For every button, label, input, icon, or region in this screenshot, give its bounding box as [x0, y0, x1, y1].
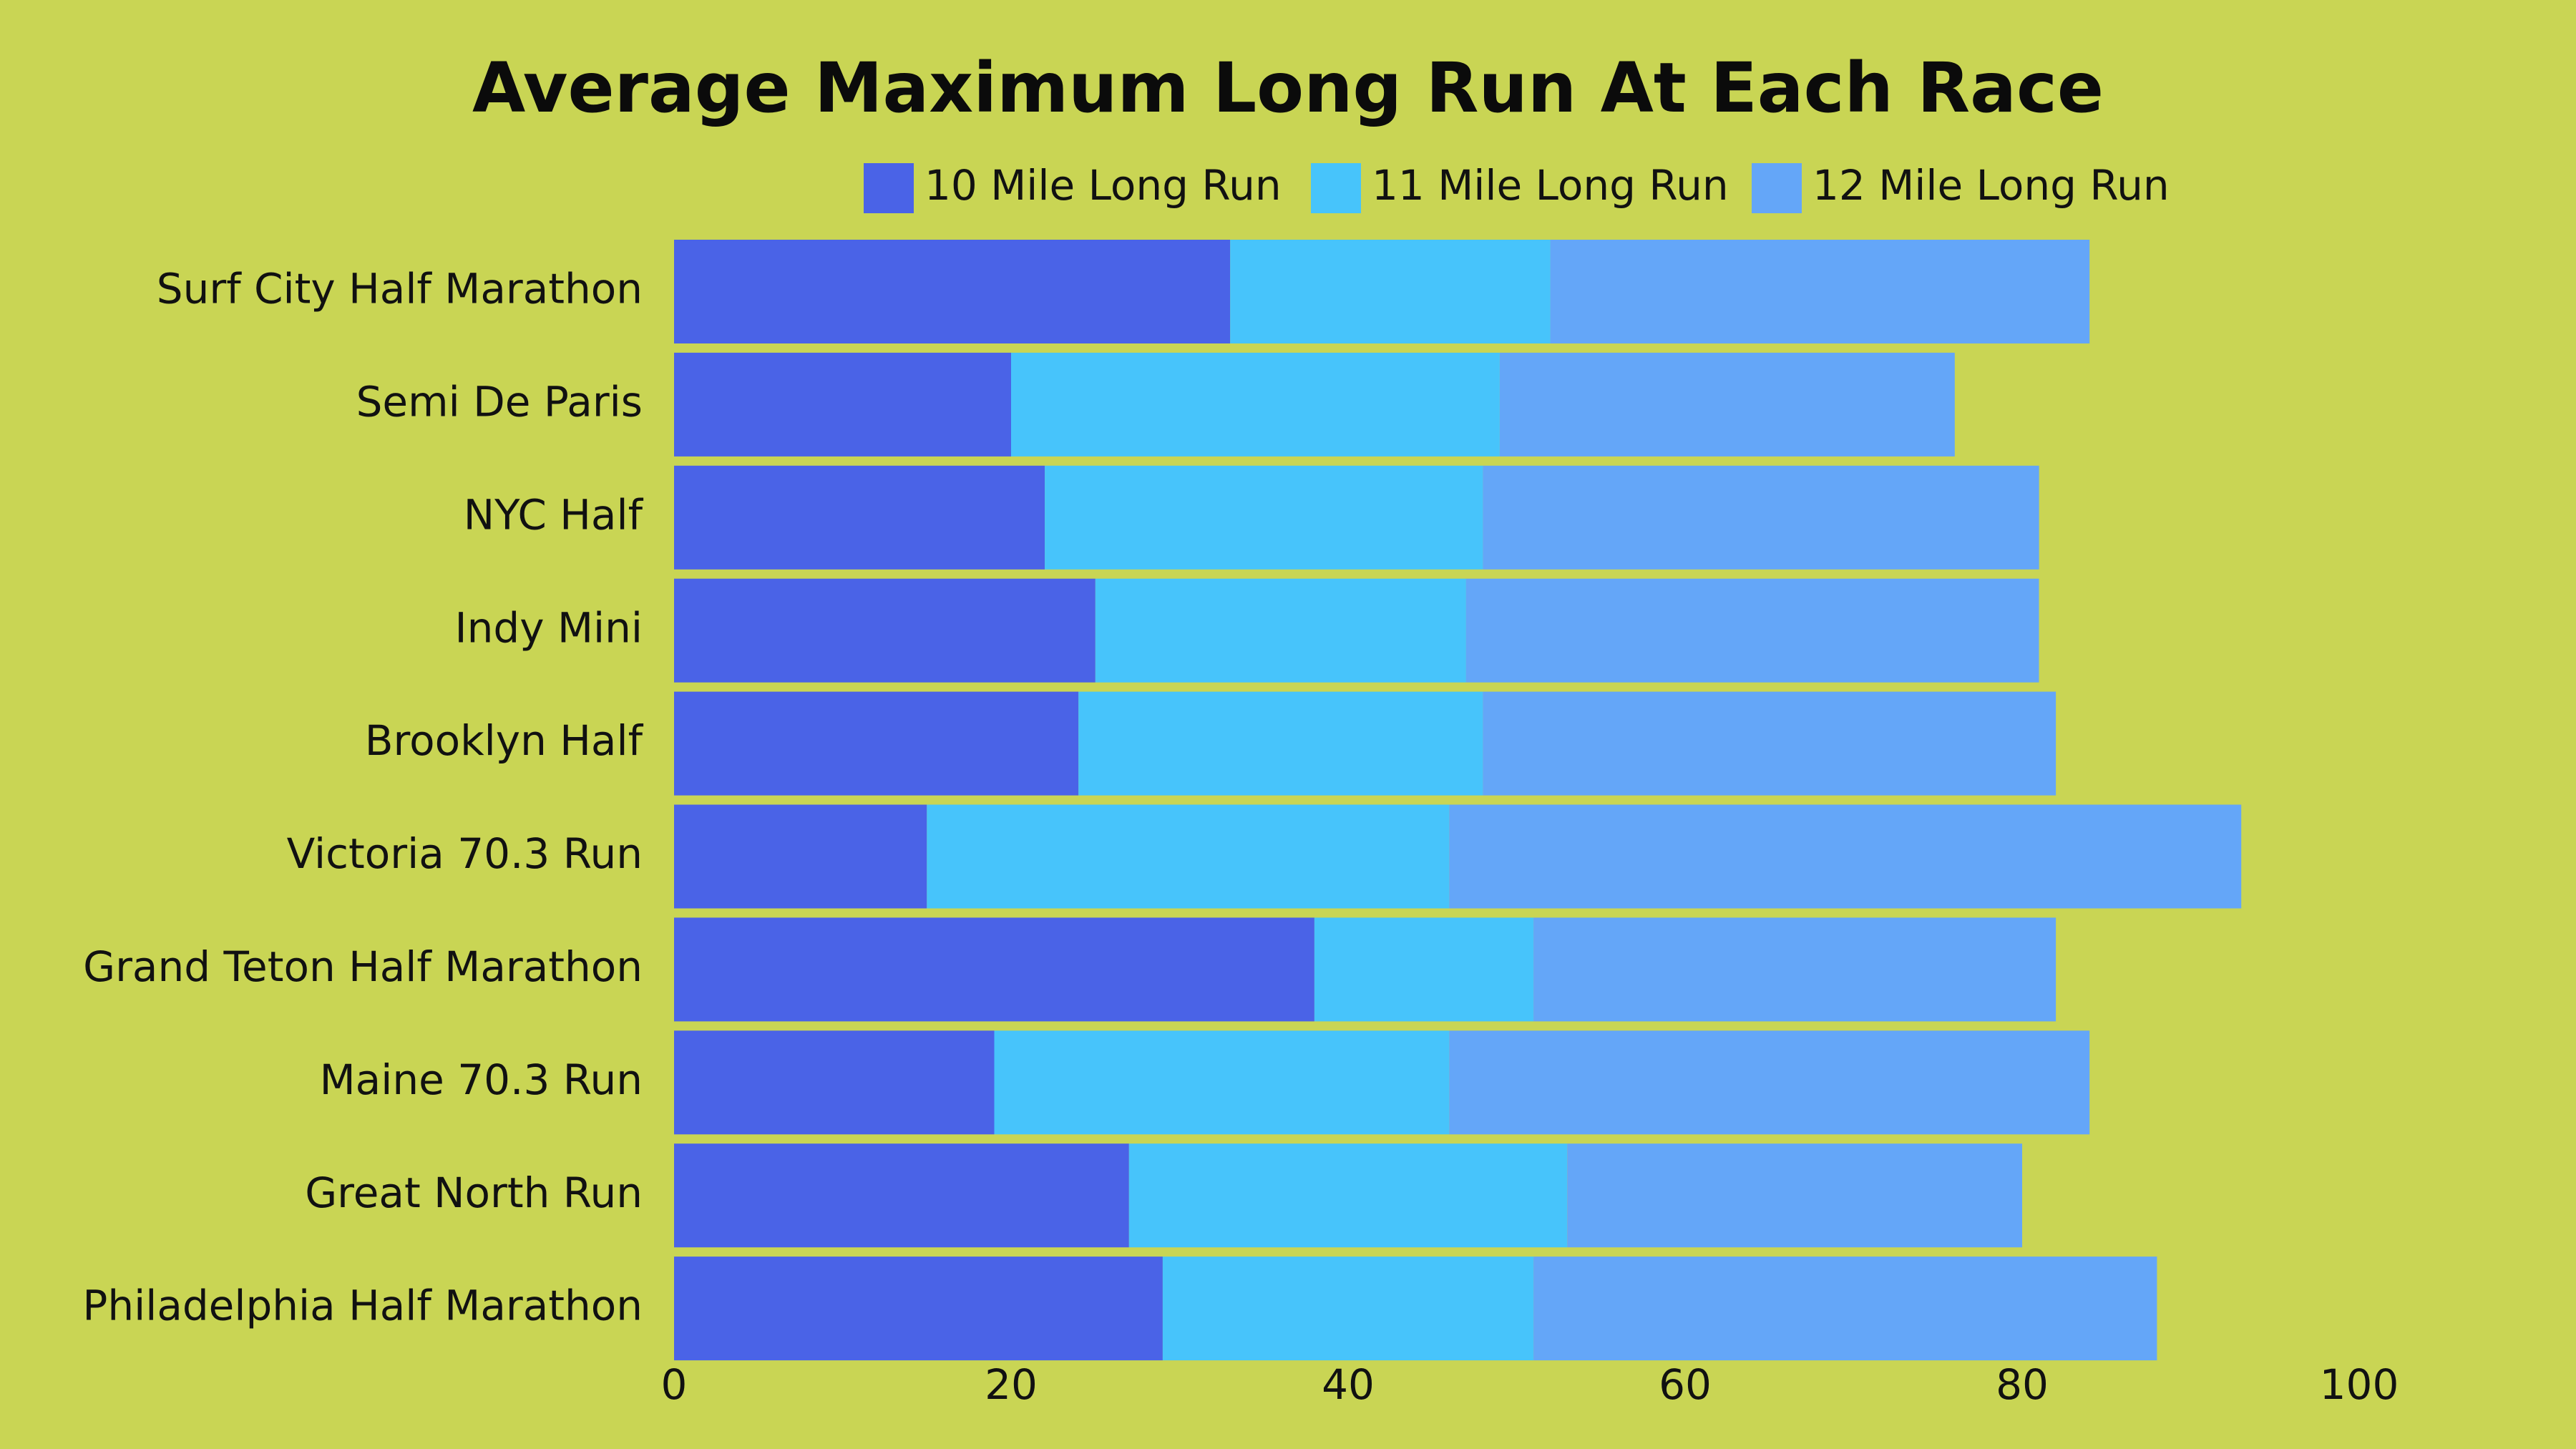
- x-tick-label: 80: [1996, 1360, 2049, 1409]
- legend-label: 12 Mile Long Run: [1813, 161, 2170, 210]
- bar-segment: [1449, 1030, 2090, 1135]
- bar-segment: [674, 240, 1231, 343]
- bar-segment: [927, 804, 1450, 909]
- legend-label: 10 Mile Long Run: [924, 161, 1282, 210]
- legend-swatch: [1752, 163, 1802, 213]
- bar-segment: [1314, 917, 1534, 1022]
- x-tick-label: 100: [2320, 1360, 2399, 1409]
- x-tick-label: 20: [985, 1360, 1038, 1409]
- x-axis-tick-labels: 0 20 40 60 80 100: [661, 1360, 2399, 1409]
- category-label: Philadelphia Half Marathon: [82, 1282, 643, 1330]
- bar-segment: [1550, 240, 2090, 343]
- bar-segment: [674, 691, 1079, 796]
- bar-segment: [1533, 917, 2057, 1022]
- category-label: Semi De Paris: [356, 378, 643, 426]
- legend-swatch: [1311, 163, 1361, 213]
- bar-segment: [1011, 352, 1500, 457]
- category-label: Grand Teton Half Marathon: [83, 942, 643, 991]
- chart-title: Average Maximum Long Run At Each Race: [472, 48, 2104, 128]
- category-label: Maine 70.3 Run: [320, 1055, 643, 1104]
- bar-segment: [1465, 578, 2039, 683]
- category-label: Indy Mini: [455, 603, 643, 652]
- bar-segment: [1449, 804, 2242, 909]
- category-label: NYC Half: [464, 490, 644, 539]
- bar-segment: [674, 1257, 1163, 1361]
- bar-segment: [674, 1030, 995, 1135]
- x-tick-label: 40: [1322, 1360, 1375, 1409]
- bar-segment: [674, 1143, 1129, 1248]
- bar-segment: [1045, 465, 1483, 570]
- category-labels: Surf City Half Marathon Semi De Paris NYC …: [82, 265, 643, 1330]
- bar-segment: [1483, 465, 2039, 570]
- bar-segment: [674, 465, 1045, 570]
- x-tick-label: 0: [661, 1360, 688, 1409]
- category-label: Victoria 70.3 Run: [287, 829, 643, 878]
- bar-segment: [1567, 1143, 2022, 1248]
- x-tick-label: 60: [1659, 1360, 1712, 1409]
- legend-swatch: [864, 163, 914, 213]
- bars-group: [674, 240, 2242, 1361]
- category-label: Surf City Half Marathon: [157, 265, 643, 313]
- bar-segment: [1230, 240, 1551, 343]
- bar-segment: [674, 578, 1096, 683]
- bar-segment: [1078, 691, 1483, 796]
- category-label: Brooklyn Half: [365, 716, 644, 765]
- bar-segment: [1128, 1143, 1568, 1248]
- bar-segment: [1483, 691, 2057, 796]
- bar-segment: [674, 804, 927, 909]
- category-label: Great North Run: [305, 1169, 643, 1217]
- bar-segment: [1533, 1257, 2157, 1361]
- bar-segment: [1095, 578, 1466, 683]
- bar-segment: [1162, 1257, 1533, 1361]
- legend-label: 11 Mile Long Run: [1372, 161, 1729, 210]
- bar-segment: [994, 1030, 1450, 1135]
- legend: 10 Mile Long Run 11 Mile Long Run 12 Mile …: [864, 161, 2170, 213]
- bar-segment: [674, 352, 1011, 457]
- bar-segment: [1499, 352, 1955, 457]
- bar-segment: [674, 917, 1314, 1022]
